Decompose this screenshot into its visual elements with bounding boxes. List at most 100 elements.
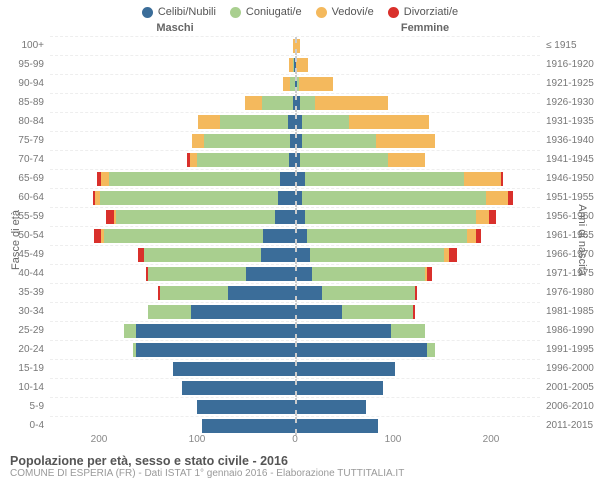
- bar-segment: [220, 115, 287, 129]
- age-row: 35-391976-1980: [0, 283, 600, 302]
- bar-segment: [295, 305, 342, 319]
- bar-segment: [280, 172, 295, 186]
- bar-segment: [302, 115, 349, 129]
- bar-segment: [312, 267, 425, 281]
- male-half: [50, 189, 295, 207]
- age-label: 0-4: [0, 420, 50, 431]
- legend-label: Divorziati/e: [404, 6, 458, 18]
- age-label: 70-74: [0, 154, 50, 165]
- female-half: [295, 94, 540, 112]
- bar-segment: [202, 419, 295, 433]
- female-half: [295, 379, 540, 397]
- bar-segment: [173, 362, 296, 376]
- bar-segment: [307, 229, 466, 243]
- bar-segment: [191, 305, 295, 319]
- male-half: [50, 265, 295, 283]
- age-label: 90-94: [0, 78, 50, 89]
- bar-segment: [388, 153, 425, 167]
- birth-label: 1961-1965: [540, 230, 600, 241]
- bar-segment: [228, 286, 295, 300]
- bar-segment: [295, 286, 322, 300]
- bar-segment: [204, 134, 290, 148]
- age-row: 60-641951-1955: [0, 188, 600, 207]
- male-half: [50, 113, 295, 131]
- bar-segment: [182, 381, 295, 395]
- bar-segment: [263, 229, 295, 243]
- bar-segment: [508, 191, 513, 205]
- center-line: [295, 170, 297, 188]
- birth-label: 1916-1920: [540, 59, 600, 70]
- bar-segment: [261, 248, 295, 262]
- birth-label: 1971-1975: [540, 268, 600, 279]
- x-tick: 100: [344, 434, 442, 450]
- age-row: 75-791936-1940: [0, 131, 600, 150]
- bar-segment: [300, 96, 315, 110]
- female-half: [295, 417, 540, 435]
- age-row: 20-241991-1995: [0, 340, 600, 359]
- bar-segment: [116, 210, 275, 224]
- birth-label: 1946-1950: [540, 173, 600, 184]
- legend-label: Celibi/Nubili: [158, 6, 216, 18]
- bar-segment: [295, 419, 378, 433]
- birth-label: 1976-1980: [540, 287, 600, 298]
- legend-swatch: [316, 7, 327, 18]
- female-half: [295, 37, 540, 55]
- male-half: [50, 246, 295, 264]
- legend-swatch: [142, 7, 153, 18]
- center-line: [295, 417, 297, 435]
- bars-zone: [50, 207, 540, 226]
- bar-segment: [136, 343, 295, 357]
- female-half: [295, 132, 540, 150]
- male-half: [50, 284, 295, 302]
- age-row: 85-891926-1930: [0, 93, 600, 112]
- female-half: [295, 284, 540, 302]
- bar-segment: [295, 381, 383, 395]
- male-half: [50, 417, 295, 435]
- age-label: 85-89: [0, 97, 50, 108]
- age-label: 50-54: [0, 230, 50, 241]
- age-row: 50-54 1961-1965: [0, 226, 600, 245]
- x-tick: 100: [148, 434, 246, 450]
- male-half: [50, 37, 295, 55]
- center-line: [295, 360, 297, 378]
- bar-segment: [144, 248, 260, 262]
- birth-label: 1931-1935: [540, 116, 600, 127]
- bars-zone: [50, 188, 540, 207]
- legend-label: Coniugati/e: [246, 6, 302, 18]
- center-line: [295, 151, 297, 169]
- age-row: 80-841931-1935: [0, 112, 600, 131]
- bar-segment: [246, 267, 295, 281]
- bars-zone: [50, 359, 540, 378]
- bar-segment: [295, 267, 312, 281]
- bars-zone: [50, 169, 540, 188]
- age-row: 10-142001-2005: [0, 378, 600, 397]
- bar-segment: [391, 324, 425, 338]
- age-label: 45-49: [0, 249, 50, 260]
- age-label: 65-69: [0, 173, 50, 184]
- legend-item: Vedovi/e: [316, 6, 374, 18]
- female-half: [295, 75, 540, 93]
- birth-label: 2006-2010: [540, 401, 600, 412]
- age-row: 90-941921-1925: [0, 74, 600, 93]
- bars-zone: [50, 264, 540, 283]
- center-line: [295, 37, 297, 55]
- birth-label: 1936-1940: [540, 135, 600, 146]
- bar-segment: [198, 115, 220, 129]
- age-row: 45-491966-1970: [0, 245, 600, 264]
- legend: Celibi/Nubili Coniugati/e Vedovi/e Divorzia…: [0, 0, 600, 22]
- female-half: [295, 265, 540, 283]
- bars-zone: [50, 245, 540, 264]
- bar-segment: [415, 286, 417, 300]
- center-line: [295, 398, 297, 416]
- x-tick: 200: [442, 434, 540, 450]
- bar-segment: [296, 58, 308, 72]
- birth-label: 1941-1945: [540, 154, 600, 165]
- bar-segment: [106, 210, 113, 224]
- male-half: [50, 208, 295, 226]
- x-axis: 2001000100200: [0, 434, 600, 450]
- bars-zone: [50, 416, 540, 435]
- bars-zone: [50, 397, 540, 416]
- female-half: [295, 227, 540, 245]
- bar-segment: [295, 362, 395, 376]
- bar-segment: [104, 229, 263, 243]
